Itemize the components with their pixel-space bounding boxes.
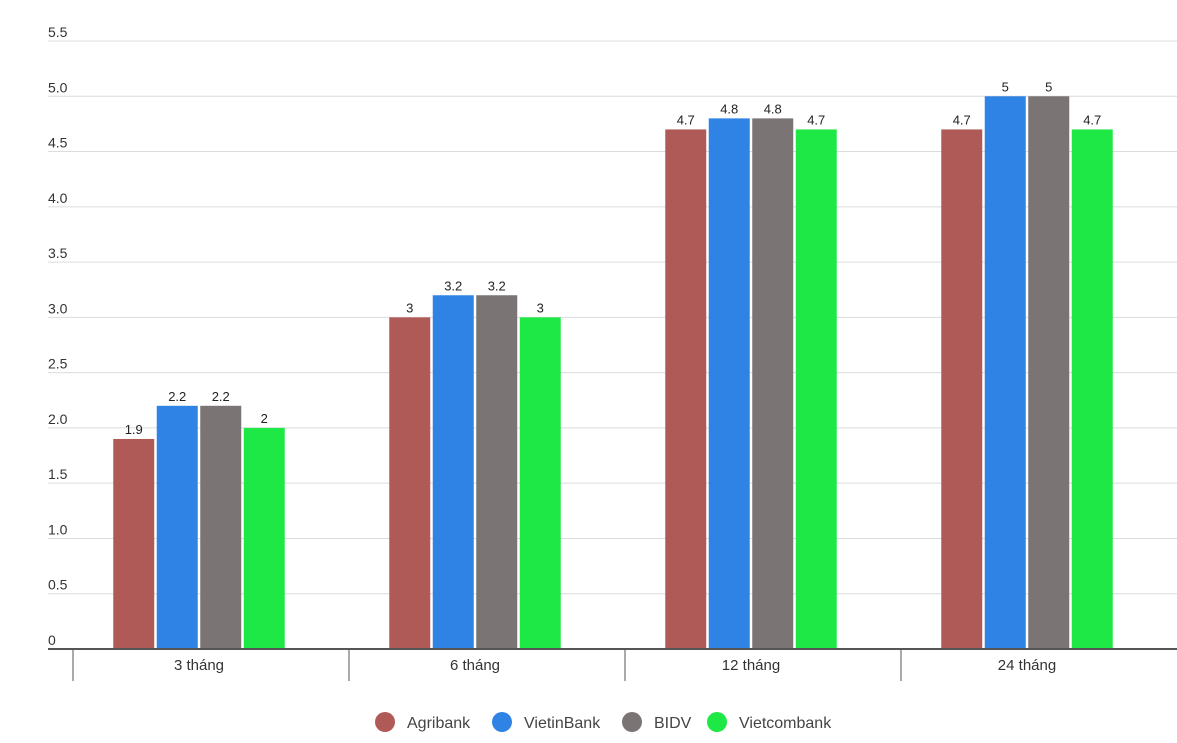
bar-bidv[interactable]: [752, 118, 794, 649]
data-label: 4.7: [677, 112, 695, 127]
bar-bidv[interactable]: [1028, 96, 1070, 650]
bar-vietinbank[interactable]: [432, 295, 474, 649]
legend-label: BIDV: [654, 715, 692, 732]
x-tick-label: 24 tháng: [998, 657, 1056, 674]
x-tick-label: 6 tháng: [450, 657, 500, 674]
data-label: 5: [1045, 79, 1052, 94]
legend-item-agribank[interactable]: Agribank: [375, 712, 471, 732]
bar-agribank[interactable]: [389, 317, 431, 649]
data-label: 4.7: [1083, 112, 1101, 127]
data-label: 2.2: [212, 389, 230, 404]
data-label: 5: [1002, 79, 1009, 94]
y-tick-label: 2.5: [48, 356, 68, 372]
y-tick-label: 2.0: [48, 411, 68, 427]
data-label: 3: [406, 300, 413, 315]
legend-swatch: [622, 712, 642, 732]
bar-agribank[interactable]: [665, 129, 707, 649]
y-tick-label: 4.5: [48, 135, 68, 151]
data-label: 4.8: [720, 101, 738, 116]
data-label: 3: [537, 300, 544, 315]
legend-swatch: [707, 712, 727, 732]
y-tick-label: 3.5: [48, 245, 68, 261]
y-tick-label: 1.0: [48, 521, 68, 537]
data-label: 3.2: [444, 278, 462, 293]
data-label: 4.8: [764, 101, 782, 116]
y-tick-label: 3.0: [48, 300, 68, 316]
data-label: 2: [261, 411, 268, 426]
bar-vietinbank[interactable]: [156, 405, 198, 649]
y-tick-label: 4.0: [48, 190, 68, 206]
x-axis: 3 tháng 6 tháng 12 tháng 24 tháng: [48, 648, 1177, 681]
data-label: 1.9: [125, 422, 143, 437]
y-tick-label: 1.5: [48, 466, 68, 482]
bar-vietcombank[interactable]: [795, 129, 837, 649]
legend-swatch: [375, 712, 395, 732]
value-labels: 1.9 2.2 2.2 2 3 3.2 3.2 3 4.7 4.8 4.8 4.7 4.7 5 5 4.7: [125, 79, 1102, 437]
bar-bidv[interactable]: [200, 405, 242, 649]
bar-vietcombank[interactable]: [1071, 129, 1113, 649]
y-tick-label: 5.0: [48, 79, 68, 95]
x-tick-label: 12 tháng: [722, 657, 780, 674]
bar-vietcombank[interactable]: [243, 427, 285, 649]
y-tick-label: 5.5: [48, 24, 68, 40]
y-tick-label: 0: [48, 632, 56, 648]
y-axis-ticks: 0 0.5 1.0 1.5 2.0 2.5 3.0 3.5 4.0 4.5 5.0 5.5: [48, 24, 68, 648]
bar-vietcombank[interactable]: [519, 317, 561, 649]
legend-item-bidv[interactable]: BIDV: [622, 712, 692, 732]
legend-label: Vietcombank: [739, 715, 832, 732]
bar-vietinbank[interactable]: [984, 96, 1026, 650]
legend-item-vietcombank[interactable]: Vietcombank: [707, 712, 832, 732]
legend-item-vietinbank[interactable]: VietinBank: [492, 712, 601, 732]
x-tick-label: 3 tháng: [174, 657, 224, 674]
data-label: 4.7: [953, 112, 971, 127]
data-label: 4.7: [807, 112, 825, 127]
data-label: 2.2: [168, 389, 186, 404]
bars: [113, 96, 1113, 650]
legend-swatch: [492, 712, 512, 732]
legend[interactable]: Agribank VietinBank BIDV Vietcombank: [375, 712, 832, 732]
bar-agribank[interactable]: [113, 438, 155, 649]
bar-bidv[interactable]: [476, 295, 518, 649]
y-tick-label: 0.5: [48, 577, 68, 593]
legend-label: Agribank: [407, 715, 471, 732]
bar-agribank[interactable]: [941, 129, 983, 649]
data-label: 3.2: [488, 278, 506, 293]
legend-label: VietinBank: [524, 715, 601, 732]
bar-vietinbank[interactable]: [708, 118, 750, 649]
